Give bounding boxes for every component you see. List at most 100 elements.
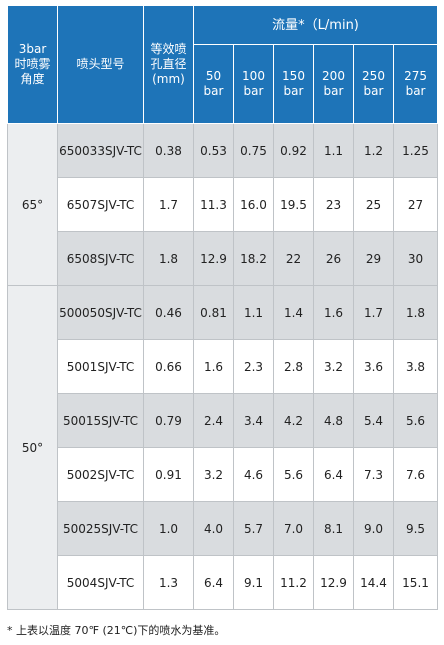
header-pressure: 275 bar — [392, 44, 439, 124]
header-pressure: 200 bar — [313, 44, 354, 124]
header-orifice-diameter: 等效喷 孔直径 (mm) — [143, 5, 194, 124]
header-orifice-diameter-label: 等效喷 孔直径 (mm) — [150, 42, 187, 86]
nozzle-model-cell: 500050SJV-TC — [57, 285, 144, 340]
footnote: * 上表以温度 70℉ (21℃)下的喷水为基准。 — [7, 624, 226, 637]
flow-rate-cell: 0.92 — [273, 123, 314, 178]
flow-rate-cell: 26 — [313, 231, 354, 286]
flow-rate-cell: 1.6 — [193, 339, 234, 394]
flow-rate-cell: 18.2 — [233, 231, 274, 286]
flow-rate-cell: 5.4 — [353, 393, 394, 448]
flow-rate-cell: 1.8 — [392, 285, 439, 340]
flow-rate-cell: 19.5 — [273, 177, 314, 232]
flow-rate-cell: 0.81 — [193, 285, 234, 340]
flow-rate-cell: 2.8 — [273, 339, 314, 394]
flow-rate-cell: 7.6 — [392, 447, 439, 502]
flow-rate-cell: 9.1 — [233, 555, 274, 610]
flow-rate-cell: 22 — [273, 231, 314, 286]
table-row: 6508SJV-TC 1.8 12.9 18.2 22 26 29 30 — [8, 231, 439, 286]
header-spray-angle: 3bar 时喷雾 角度 — [7, 5, 58, 124]
orifice-diameter-cell: 0.91 — [143, 447, 194, 502]
header-pressure: 50 bar — [193, 44, 234, 124]
flow-rate-cell: 1.1 — [313, 123, 354, 178]
header-spray-angle-label: 3bar 时喷雾 角度 — [14, 42, 51, 86]
orifice-diameter-cell: 0.66 — [143, 339, 194, 394]
header-pressure-label: 100 bar — [242, 69, 265, 98]
nozzle-model-cell: 5004SJV-TC — [57, 555, 144, 610]
table-row: 5004SJV-TC 1.3 6.4 9.1 11.2 12.9 14.4 15.1 — [8, 555, 439, 610]
flow-rate-cell: 1.6 — [313, 285, 354, 340]
flow-rate-cell: 1.1 — [233, 285, 274, 340]
flow-rate-cell: 1.25 — [392, 123, 439, 178]
flow-rate-cell: 12.9 — [193, 231, 234, 286]
table-row: 65° 650033SJV-TC 0.38 0.53 0.75 0.92 1.1 1.2 1.2… — [7, 123, 439, 286]
flow-rate-cell: 6.4 — [193, 555, 234, 610]
table-row: 50° 500050SJV-TC 0.46 0.81 1.1 1.4 1.6 1.7 1.8 — [7, 285, 439, 610]
header-pressure: 250 bar — [353, 44, 394, 124]
flow-rate-cell: 5.7 — [233, 501, 274, 556]
header-pressure-label: 250 bar — [362, 69, 385, 98]
orifice-diameter-cell: 0.46 — [143, 285, 194, 340]
flow-rate-cell: 1.4 — [273, 285, 314, 340]
flow-rate-cell: 3.2 — [193, 447, 234, 502]
table-row: 50015SJV-TC 0.79 2.4 3.4 4.2 4.8 5.4 5.6 — [8, 393, 439, 448]
flow-rate-cell: 15.1 — [392, 555, 439, 610]
orifice-diameter-cell: 0.38 — [143, 123, 194, 178]
orifice-diameter-cell: 1.7 — [143, 177, 194, 232]
header-pressure: 100 bar — [233, 44, 274, 124]
table-row: 5001SJV-TC 0.66 1.6 2.3 2.8 3.2 3.6 3.8 — [8, 339, 439, 394]
orifice-diameter-cell: 0.79 — [143, 393, 194, 448]
nozzle-model-cell: 6508SJV-TC — [57, 231, 144, 286]
flow-rate-cell: 2.4 — [193, 393, 234, 448]
table-row: 50025SJV-TC 1.0 4.0 5.7 7.0 8.1 9.0 9.5 — [8, 501, 439, 556]
header-pressure-label: 275 bar — [404, 69, 427, 98]
orifice-diameter-cell: 1.8 — [143, 231, 194, 286]
flow-rate-cell: 4.0 — [193, 501, 234, 556]
table-row: 6507SJV-TC 1.7 11.3 16.0 19.5 23 25 27 — [8, 177, 439, 232]
header-pressure-label: 150 bar — [282, 69, 305, 98]
flow-rate-cell: 4.6 — [233, 447, 274, 502]
flow-rate-cell: 9.0 — [353, 501, 394, 556]
table-body: 65° 650033SJV-TC 0.38 0.53 0.75 0.92 1.1 1.2 1.2… — [7, 123, 439, 610]
flow-rate-cell: 3.6 — [353, 339, 394, 394]
flow-rate-cell: 30 — [392, 231, 439, 286]
nozzle-flow-table: 3bar 时喷雾 角度 喷头型号 等效喷 孔直径 (mm) 流量*（L/min)… — [7, 5, 439, 610]
flow-rate-cell: 3.8 — [392, 339, 439, 394]
flow-rate-cell: 25 — [353, 177, 394, 232]
nozzle-model-cell: 50025SJV-TC — [57, 501, 144, 556]
flow-rate-cell: 1.2 — [353, 123, 394, 178]
flow-rate-cell: 16.0 — [233, 177, 274, 232]
flow-rate-cell: 0.75 — [233, 123, 274, 178]
flow-rate-cell: 2.3 — [233, 339, 274, 394]
flow-rate-cell: 7.3 — [353, 447, 394, 502]
nozzle-model-cell: 5002SJV-TC — [57, 447, 144, 502]
flow-rate-cell: 3.2 — [313, 339, 354, 394]
flow-rate-cell: 11.3 — [193, 177, 234, 232]
spray-angle-cell: 50° — [7, 285, 58, 610]
spray-angle-cell: 65° — [7, 123, 58, 286]
nozzle-model-cell: 6507SJV-TC — [57, 177, 144, 232]
flow-rate-cell: 12.9 — [313, 555, 354, 610]
nozzle-model-cell: 650033SJV-TC — [57, 123, 144, 178]
flow-rate-cell: 27 — [392, 177, 439, 232]
nozzle-model-cell: 50015SJV-TC — [57, 393, 144, 448]
flow-rate-cell: 29 — [353, 231, 394, 286]
header-pressure-label: 200 bar — [322, 69, 345, 98]
header-pressure-row: 50 bar 100 bar 150 bar 200 bar 250 bar 275 ba… — [8, 44, 439, 124]
flow-rate-cell: 6.4 — [313, 447, 354, 502]
nozzle-flow-table-wrapper: 3bar 时喷雾 角度 喷头型号 等效喷 孔直径 (mm) 流量*（L/min)… — [7, 5, 439, 610]
orifice-diameter-cell: 1.0 — [143, 501, 194, 556]
table-row: 5002SJV-TC 0.91 3.2 4.6 5.6 6.4 7.3 7.6 — [8, 447, 439, 502]
header-flow-rate: 流量*（L/min) — [192, 5, 439, 45]
flow-rate-cell: 1.7 — [353, 285, 394, 340]
nozzle-model-cell: 5001SJV-TC — [57, 339, 144, 394]
orifice-diameter-cell: 1.3 — [143, 555, 194, 610]
flow-rate-cell: 11.2 — [273, 555, 314, 610]
flow-rate-cell: 8.1 — [313, 501, 354, 556]
flow-rate-cell: 4.8 — [313, 393, 354, 448]
header-nozzle-model-label: 喷头型号 — [76, 57, 125, 71]
flow-rate-cell: 5.6 — [392, 393, 439, 448]
flow-rate-cell: 23 — [313, 177, 354, 232]
header-pressure: 150 bar — [273, 44, 314, 124]
flow-rate-cell: 4.2 — [273, 393, 314, 448]
header-pressure-label: 50 bar — [203, 69, 224, 98]
